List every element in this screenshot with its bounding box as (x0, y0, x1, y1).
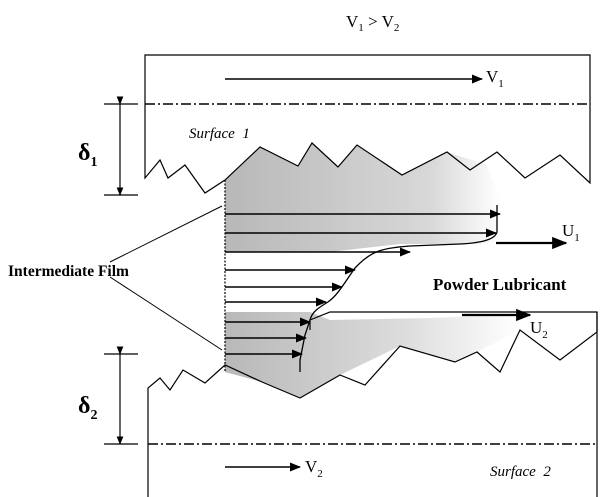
delta-2-label: δ2 (78, 393, 97, 423)
powder-lubricant-label: Powder Lubricant (433, 275, 567, 294)
intermediate-film-upper-shade (225, 143, 500, 252)
u2-label: U2 (530, 318, 548, 341)
v1-label: V1 (486, 67, 504, 90)
delta-2-dimension (104, 346, 138, 445)
film-leader-line-upper (109, 205, 223, 263)
v2-label: V2 (305, 457, 323, 480)
delta-1-label: δ1 (78, 140, 97, 170)
surface-1-outline (144, 54, 591, 194)
surface-2-label: Surface 2 (490, 464, 551, 480)
velocity-profile-arrows (225, 209, 502, 359)
intermediate-film-label: Intermediate Film (8, 263, 129, 280)
film-leader-line-lower (109, 276, 223, 351)
surface-1-label: Surface 1 (189, 126, 250, 142)
u1-label: U1 (562, 221, 580, 244)
intermediate-film-lower-shade (225, 312, 520, 398)
velocity-relation-label: V1 > V2 (346, 12, 399, 34)
delta-1-dimension (104, 96, 138, 196)
